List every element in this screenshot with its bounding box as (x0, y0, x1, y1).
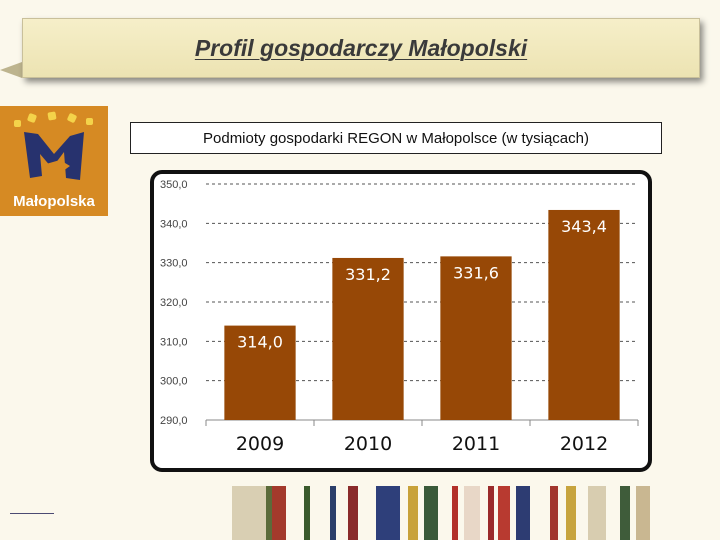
x-tick-label: 2010 (344, 433, 392, 455)
y-tick-label: 310,0 (160, 336, 188, 348)
x-tick-label: 2012 (560, 433, 608, 455)
logo-emblem-icon (14, 111, 93, 180)
chart-frame: 290,0 300,0 310,0 320,0 330,0 340,0 350,0 314,0… (150, 170, 652, 472)
bar-chart: 290,0 300,0 310,0 320,0 330,0 340,0 350,0 314,0… (160, 179, 639, 455)
y-tick-label: 350,0 (160, 179, 188, 191)
decorative-stripes (232, 486, 662, 540)
x-tick-label: 2009 (236, 433, 284, 455)
y-tick-label: 330,0 (160, 258, 188, 270)
bar-2010 (332, 257, 404, 420)
chart-title: Podmioty gospodarki REGON w Małopolsce (… (130, 122, 662, 154)
bar-2012 (548, 209, 620, 420)
malopolska-logo: Małopolska (0, 106, 108, 216)
bar-2011 (440, 256, 512, 420)
page-title: Profil gospodarczy Małopolski (194, 34, 528, 61)
data-label: 343,4 (561, 217, 607, 236)
x-tick-label: 2011 (452, 433, 500, 455)
data-label: 331,6 (453, 263, 499, 282)
logo-text: Małopolska (13, 193, 95, 210)
banner-tail (0, 62, 22, 78)
data-label: 331,2 (345, 265, 391, 284)
data-label: 314,0 (237, 333, 283, 352)
bar-2009 (224, 325, 296, 420)
y-tick-label: 300,0 (160, 376, 188, 388)
divider-line (10, 513, 54, 514)
y-tick-label: 290,0 (160, 415, 188, 427)
title-banner: Profil gospodarczy Małopolski (22, 18, 700, 78)
y-tick-label: 340,0 (160, 218, 188, 230)
y-tick-label: 320,0 (160, 297, 188, 309)
